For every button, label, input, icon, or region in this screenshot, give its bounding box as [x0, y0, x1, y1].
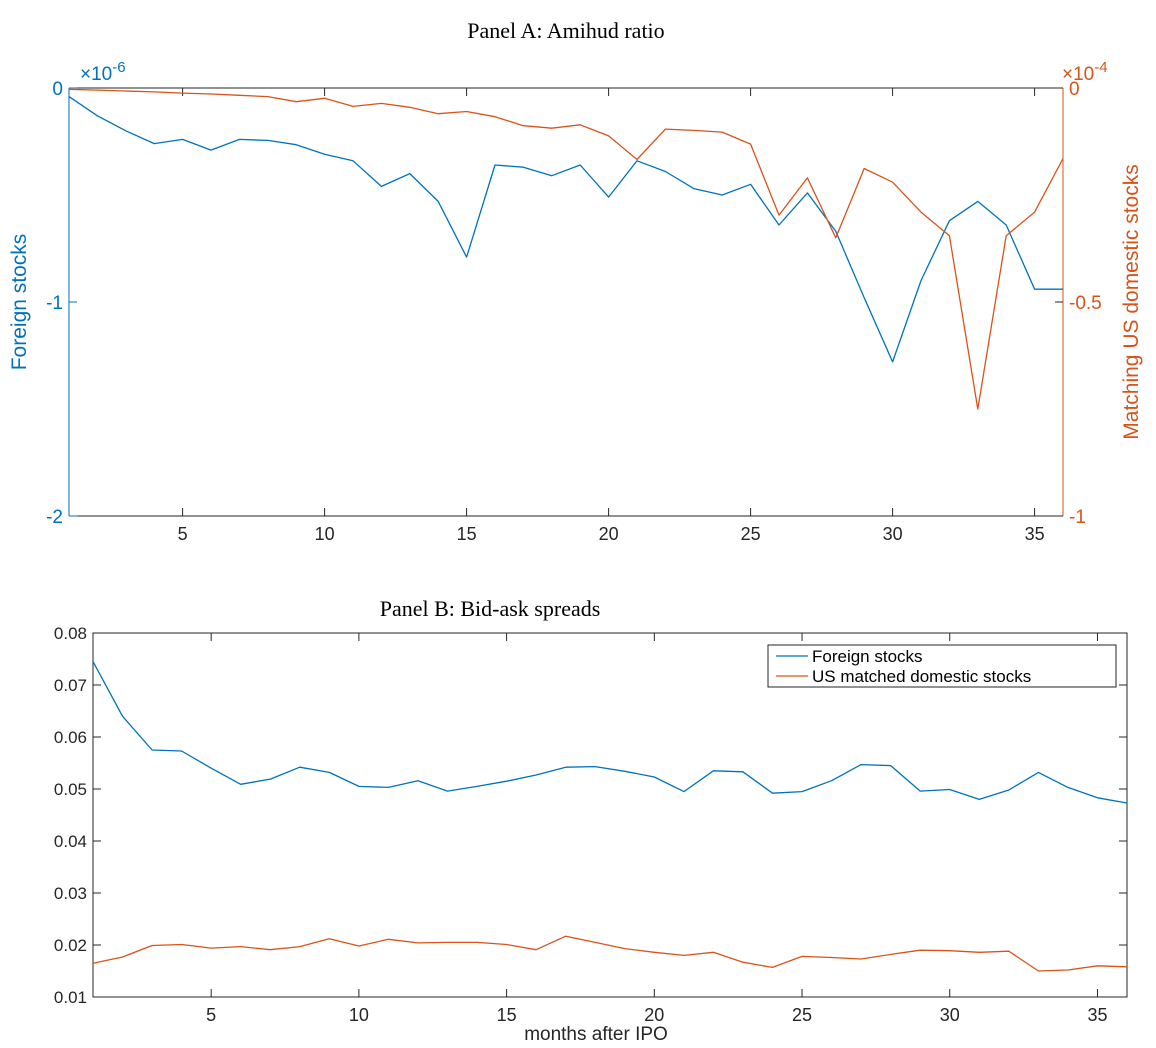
panel-b-x-tick-label: 15 — [497, 1005, 517, 1025]
exponent-prefix: ×10 — [80, 64, 112, 85]
panel-b-title: Panel B: Bid-ask spreads — [380, 596, 601, 621]
panel-b-y-tick-label: 0.01 — [54, 988, 87, 1007]
panel-b-y-tick-label: 0.07 — [54, 676, 87, 695]
panel-a-left-tick-label: -2 — [46, 507, 63, 528]
panel-a-right-tick-label: 0 — [1069, 79, 1080, 100]
panel-b-y-tick-label: 0.05 — [54, 780, 87, 799]
panel-a-right-tick-label: -1 — [1069, 507, 1086, 528]
panel-b-x-tick-label: 20 — [644, 1005, 664, 1025]
panel-a-right-exponent: ×10-4 — [1062, 59, 1108, 85]
panel-a-left-tick-label: -1 — [46, 293, 63, 314]
panel-a-series-right-line — [68, 88, 1064, 410]
panel-a-right-axis-label: Matching US domestic stocks — [1120, 164, 1143, 439]
panel-a-left-exponent: ×10-6 — [80, 59, 126, 85]
legend-entry-label: US matched domestic stocks — [812, 667, 1031, 686]
panel-a-x-tick-label: 30 — [883, 524, 903, 544]
panel-a-left-tick-label: 0 — [52, 79, 63, 100]
panel-a-x-tick-label: 20 — [599, 524, 619, 544]
panel-a-left-axis-label: Foreign stocks — [8, 234, 31, 371]
panel-a-chart: 5 10 15 20 25 30 350-1-20-0.5-1×10-6 ×10-4Forei… — [8, 59, 1143, 544]
legend-entry-label: Foreign stocks — [812, 647, 923, 666]
panel-b-y-tick-label: 0.04 — [54, 832, 87, 851]
panel-b-x-axis-label: months after IPO — [524, 1024, 668, 1045]
panel-b-axes-box — [92, 632, 1128, 998]
panel-a-title: Panel A: Amihud ratio — [467, 18, 664, 43]
legend-box — [767, 644, 1117, 688]
panel-b-x-tick-label: 30 — [940, 1005, 960, 1025]
exponent-prefix: ×10 — [1062, 64, 1094, 85]
panel-b-y-tick-label: 0.02 — [54, 936, 87, 955]
panel-b-y-tick-label: 0.08 — [54, 624, 87, 643]
panel-b-y-tick-label: 0.03 — [54, 884, 87, 903]
exponent-power: -4 — [1094, 59, 1107, 76]
panel-b-x-tick-label: 25 — [792, 1005, 812, 1025]
panel-a-right-tick-label: -0.5 — [1069, 293, 1102, 314]
panel-a-x-tick-label: 25 — [741, 524, 761, 544]
panel-b-series-line-1 — [92, 935, 1128, 972]
panel-a-x-tick-label: 5 — [178, 524, 188, 544]
panel-b-series-line-0 — [92, 661, 1128, 804]
panel-a-x-tick-label: 15 — [457, 524, 477, 544]
exponent-power: -6 — [112, 59, 125, 76]
panel-b-x-tick-label: 5 — [206, 1005, 216, 1025]
panel-b-x-tick-label: 10 — [349, 1005, 369, 1025]
panel-b-chart: 5 10 15 20 25 30 35 0.01 0.02 0.03 0.04 0.05 0.06 0.0… — [54, 624, 1128, 1045]
panel-a-x-tick-label: 10 — [315, 524, 335, 544]
panel-b-x-tick-label: 35 — [1087, 1005, 1107, 1025]
panel-b-y-tick-label: 0.06 — [54, 728, 87, 747]
panel-a-series-left-line — [68, 96, 1063, 363]
panel-a-x-tick-label: 35 — [1025, 524, 1045, 544]
